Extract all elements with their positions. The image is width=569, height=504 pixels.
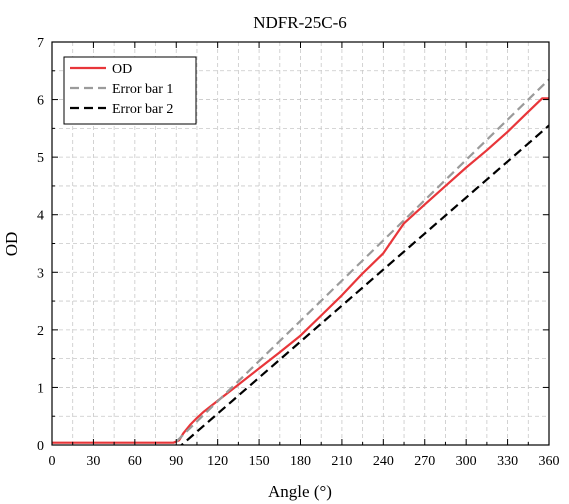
- x-tick-label: 210: [331, 454, 352, 469]
- y-tick-label: 5: [37, 151, 44, 166]
- y-tick-label: 6: [37, 94, 44, 109]
- y-tick-label: 0: [37, 439, 44, 454]
- y-tick-label: 1: [37, 381, 44, 396]
- legend-label-error-bar-1: Error bar 1: [112, 82, 173, 97]
- x-tick-label: 330: [497, 454, 518, 469]
- legend-label-error-bar-2: Error bar 2: [112, 102, 173, 117]
- x-tick-label: 90: [169, 454, 183, 469]
- x-tick-label: 150: [249, 454, 270, 469]
- series-line-error-bar-2: [179, 124, 549, 445]
- axis-ticks: 0 30 60 90 120 150 180 210 240 270 300 330 360 0 1 2 3 4 5…: [37, 36, 560, 469]
- series-lines: [52, 78, 549, 445]
- series-line-error-bar-1: [175, 78, 549, 443]
- x-tick-label: 360: [539, 454, 560, 469]
- grid-lines: [52, 42, 549, 445]
- y-tick-label: 7: [37, 36, 44, 51]
- y-tick-label: 4: [37, 209, 44, 224]
- x-axis-title: Angle (°): [268, 482, 332, 501]
- legend-label-od: OD: [112, 62, 132, 77]
- x-tick-label: 120: [207, 454, 228, 469]
- series-line-od: [52, 97, 549, 444]
- x-tick-label: 30: [86, 454, 100, 469]
- x-tick-label: 0: [49, 454, 56, 469]
- legend: OD Error bar 1 Error bar 2: [63, 56, 197, 125]
- x-tick-label: 180: [290, 454, 311, 469]
- x-tick-label: 300: [456, 454, 477, 469]
- y-tick-label: 2: [37, 324, 44, 339]
- y-axis-title: OD: [2, 232, 21, 257]
- chart-title: NDFR-25C-6: [253, 13, 347, 32]
- x-tick-label: 240: [373, 454, 394, 469]
- y-tick-label: 3: [37, 266, 44, 281]
- x-tick-label: 60: [128, 454, 142, 469]
- x-tick-label: 270: [414, 454, 435, 469]
